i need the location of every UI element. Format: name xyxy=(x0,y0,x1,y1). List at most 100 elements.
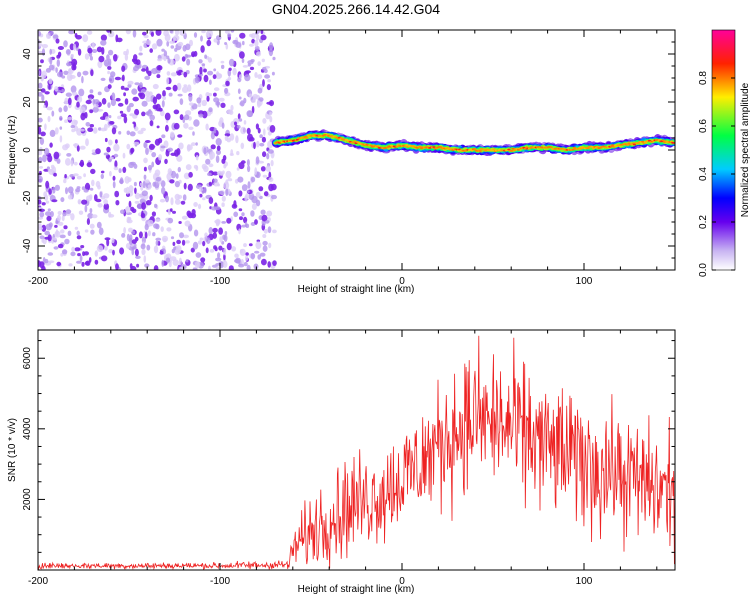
spectrogram-signal-cell xyxy=(641,140,645,143)
spectrogram-noise-speckle xyxy=(209,153,214,161)
spectrogram-noise-speckle xyxy=(69,74,76,79)
spectrogram-noise-speckle xyxy=(132,121,136,125)
spectrogram-noise-speckle xyxy=(129,263,133,269)
spectrogram-noise-speckle xyxy=(54,224,58,228)
spectrogram-noise-speckle xyxy=(212,227,218,233)
spectrogram-noise-speckle xyxy=(141,100,148,107)
spectrogram-noise-speckle xyxy=(260,209,266,215)
spectrogram-noise-speckle xyxy=(208,265,211,270)
spectrogram-noise-speckle xyxy=(103,59,110,67)
spectrogram-noise-speckle xyxy=(213,178,218,183)
spectrogram-noise-speckle xyxy=(167,58,171,64)
spectrogram-noise-speckle xyxy=(174,30,180,36)
spectrogram-noise-speckle xyxy=(48,78,53,85)
spectrogram-noise-speckle xyxy=(41,202,46,206)
spectrogram-noise-speckle xyxy=(156,74,161,79)
spectrogram-noise-speckle xyxy=(224,133,231,137)
spectrogram-noise-speckle xyxy=(65,209,72,214)
spectrogram-noise-speckle xyxy=(59,115,63,121)
spectrogram-noise-speckle xyxy=(47,252,54,256)
spectrogram-noise-speckle xyxy=(228,265,234,270)
spectrogram-noise-speckle xyxy=(131,246,137,250)
spectrogram-noise-speckle xyxy=(78,88,85,97)
spectrogram-y-tick-label: 40 xyxy=(22,48,33,60)
spectrogram-noise-speckle xyxy=(219,236,223,243)
spectrogram-noise-speckle xyxy=(113,54,118,62)
spectrogram-noise-speckle xyxy=(108,49,114,56)
spectrogram-noise-speckle xyxy=(100,170,105,174)
spectrogram-noise-speckle xyxy=(47,169,53,172)
spectrogram-noise-speckle xyxy=(254,250,260,254)
spectrogram-noise-speckle xyxy=(227,178,233,182)
spectrogram-noise-speckle xyxy=(184,220,191,227)
spectrogram-noise-speckle xyxy=(125,186,130,195)
spectrogram-noise-speckle xyxy=(218,245,223,251)
spectrogram-noise-speckle xyxy=(108,75,115,84)
spectrogram-noise-speckle xyxy=(212,171,219,176)
spectrogram-noise-speckle xyxy=(208,163,214,168)
spectrogram-noise-speckle xyxy=(70,53,75,58)
spectrogram-noise-speckle xyxy=(195,142,198,146)
spectrogram-signal-cell xyxy=(490,149,495,152)
spectrogram-noise-speckle xyxy=(230,30,235,33)
spectrogram-noise-speckle xyxy=(51,199,58,203)
spectrogram-noise-speckle xyxy=(76,101,80,108)
spectrogram-noise-speckle xyxy=(220,60,225,64)
spectrogram-noise-speckle xyxy=(144,263,150,268)
spectrogram-noise-speckle xyxy=(172,210,176,214)
spectrogram-noise-speckle xyxy=(147,184,152,189)
spectrogram-noise-speckle xyxy=(77,96,83,103)
spectrogram-noise-speckle xyxy=(188,171,193,178)
spectrogram-noise-speckle xyxy=(123,115,128,124)
colorbar-gradient xyxy=(711,29,736,271)
spectrogram-noise-speckle xyxy=(112,175,116,181)
spectrogram-noise-speckle xyxy=(153,245,159,254)
spectrogram-noise-speckle xyxy=(133,163,138,169)
spectrogram-x-label: Height of straight line (km) xyxy=(298,284,415,295)
spectrogram-noise-speckle xyxy=(41,94,45,102)
spectrogram-noise-speckle xyxy=(63,105,68,112)
spectrogram-noise-speckle xyxy=(216,149,221,155)
spectrogram-noise-speckle xyxy=(152,104,158,110)
spectrogram-noise-speckle xyxy=(137,130,144,135)
spectrogram-noise-speckle xyxy=(86,162,93,168)
spectrogram-noise-speckle xyxy=(59,135,63,143)
spectrogram-noise-speckle xyxy=(81,199,88,205)
spectrogram-noise-speckle xyxy=(177,134,183,138)
spectrogram-signal-cell xyxy=(611,144,615,147)
spectrogram-noise-speckle xyxy=(263,191,269,197)
spectrogram-noise-speckle xyxy=(107,102,111,108)
spectrogram-noise-speckle xyxy=(254,167,258,176)
spectrogram-noise-speckle xyxy=(43,104,46,109)
spectrogram-noise-speckle xyxy=(203,68,207,73)
spectrogram-noise-speckle xyxy=(65,187,68,195)
spectrogram-noise-speckle xyxy=(221,122,225,129)
spectrogram-noise-speckle xyxy=(226,242,232,251)
spectrogram-noise-speckle xyxy=(225,188,229,197)
spectrogram-noise-speckle xyxy=(246,159,250,167)
spectrogram-noise-speckle xyxy=(261,258,267,266)
spectrogram-signal-cell xyxy=(596,145,600,148)
spectrogram-noise-speckle xyxy=(181,239,186,246)
spectrogram-noise-speckle xyxy=(44,230,50,236)
spectrogram-noise-speckle xyxy=(70,160,74,167)
spectrogram-noise-speckle xyxy=(84,229,89,233)
spectrogram-noise-speckle xyxy=(225,43,229,50)
spectrogram-noise-speckle xyxy=(74,143,78,149)
spectrogram-noise-speckle xyxy=(144,223,149,231)
spectrogram-noise-speckle xyxy=(208,92,212,97)
spectrogram-noise-speckle xyxy=(170,152,177,156)
spectrogram-noise-speckle xyxy=(122,166,127,173)
spectrogram-noise-speckle xyxy=(202,197,206,201)
spectrogram-noise-speckle xyxy=(248,93,253,98)
spectrogram-noise-speckle xyxy=(83,189,89,193)
spectrogram-noise-speckle xyxy=(98,227,104,235)
spectrogram-noise-speckle xyxy=(94,259,99,265)
spectrogram-noise-speckle xyxy=(224,87,228,94)
spectrogram-noise-speckle xyxy=(263,228,268,234)
spectrogram-noise-speckle xyxy=(185,259,189,263)
spectrogram-noise-speckle xyxy=(88,257,92,263)
spectrogram-noise-speckle xyxy=(66,62,72,67)
spectrogram-noise-speckle xyxy=(49,211,54,218)
spectrogram-noise-speckle xyxy=(59,234,66,239)
